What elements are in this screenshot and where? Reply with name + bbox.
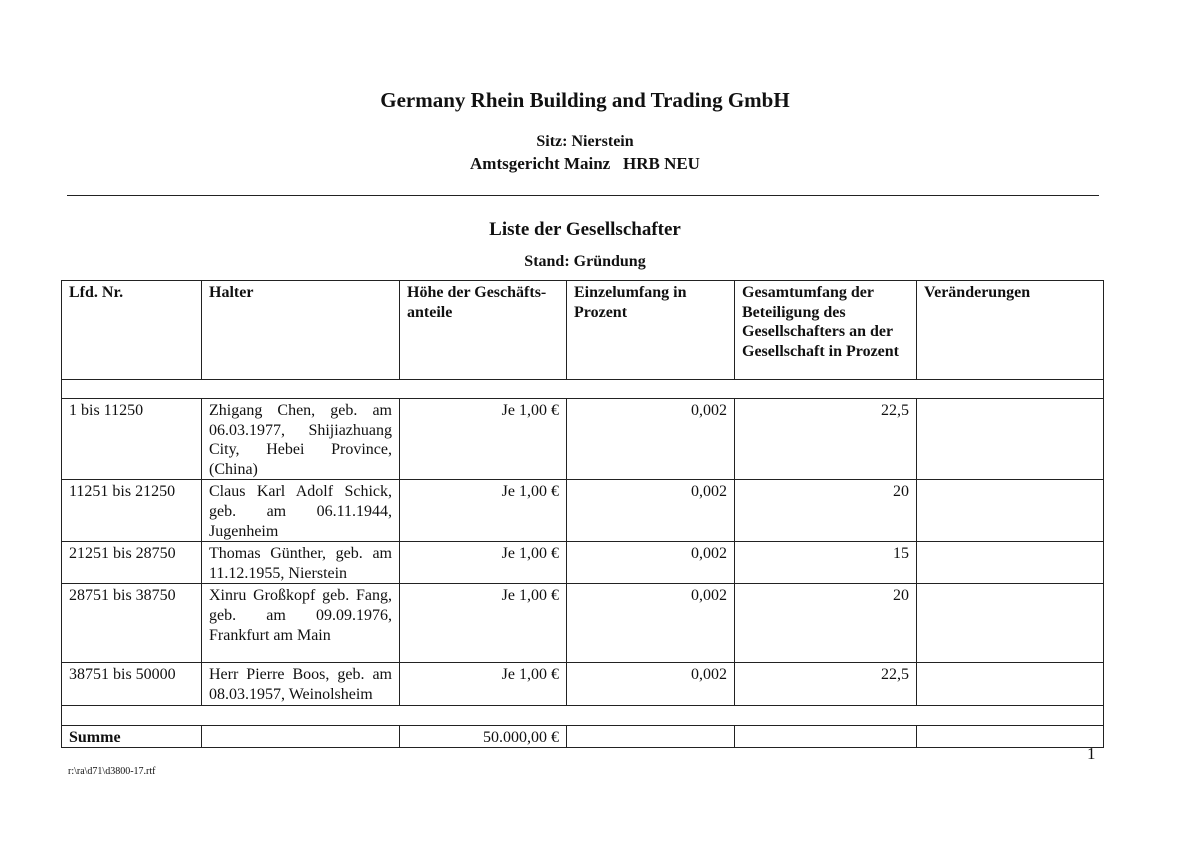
empty-cell: [734, 724, 917, 749]
row-number-cell: 28751 bis 38750: [61, 583, 202, 664]
column-header: Halter: [201, 280, 400, 380]
total-percent-cell: 20: [734, 479, 917, 543]
changes-cell: [916, 479, 1104, 543]
row-number-cell: 1 bis 11250: [61, 397, 202, 481]
holder-cell: Zhigang Chen, geb. am 06.03.1977, Shijia…: [201, 397, 400, 481]
company-seat: Sitz: Nierstein: [536, 133, 634, 150]
row-number-cell: 38751 bis 50000: [61, 662, 202, 706]
share-value-cell: Je 1,00 €: [399, 479, 567, 543]
section-title: Liste der Gesellschafter: [489, 219, 681, 240]
register-court: Amtsgericht Mainz HRB NEU: [470, 154, 700, 173]
empty-cell: [916, 724, 1104, 749]
changes-cell: [916, 583, 1104, 664]
column-header: Einzelumfang in Prozent: [566, 280, 735, 380]
total-percent-cell: 15: [734, 541, 917, 585]
table-row: 1 bis 11250 Zhigang Chen, geb. am 06.03.1…: [61, 397, 1104, 481]
share-value-cell: Je 1,00 €: [399, 583, 567, 664]
share-value-cell: Je 1,00 €: [399, 397, 567, 481]
holder-cell: Herr Pierre Boos, geb. am 08.03.1957, We…: [201, 662, 400, 706]
table-row: 11251 bis 21250 Claus Karl Adolf Schick, …: [61, 479, 1104, 543]
row-number-cell: 11251 bis 21250: [61, 479, 202, 543]
total-percent-cell: 22,5: [734, 397, 917, 481]
share-value-cell: Je 1,00 €: [399, 662, 567, 706]
divider: [67, 195, 1099, 196]
changes-cell: [916, 662, 1104, 706]
company-title: Germany Rhein Building and Trading GmbH: [380, 88, 790, 112]
spacer-row: [61, 379, 1104, 399]
single-percent-cell: 0,002: [566, 479, 735, 543]
single-percent-cell: 0,002: [566, 583, 735, 664]
empty-cell: [566, 724, 735, 749]
table-row: 38751 bis 50000 Herr Pierre Boos, geb. am…: [61, 662, 1104, 706]
sum-row: Summe 50.000,00 €: [61, 724, 1104, 749]
spacer-row: [61, 704, 1104, 726]
column-header: Höhe der Geschäfts-anteile: [399, 280, 567, 380]
holder-cell: Thomas Günther, geb. am 11.12.1955, Nier…: [201, 541, 400, 585]
page-number: 1: [1087, 744, 1096, 763]
row-number-cell: 21251 bis 28750: [61, 541, 202, 585]
holder-cell: Xinru Großkopf geb. Fang, geb. am 09.09.…: [201, 583, 400, 664]
section-status: Stand: Gründung: [524, 253, 646, 270]
empty-cell: [201, 724, 400, 749]
table-row: 28751 bis 38750 Xinru Großkopf geb. Fang,…: [61, 583, 1104, 664]
single-percent-cell: 0,002: [566, 662, 735, 706]
single-percent-cell: 0,002: [566, 397, 735, 481]
table-row: 21251 bis 28750 Thomas Günther, geb. am 1…: [61, 541, 1104, 585]
total-percent-cell: 20: [734, 583, 917, 664]
file-path: r:\ra\d71\d3800-17.rtf: [68, 766, 156, 777]
sum-value: 50.000,00 €: [399, 724, 567, 749]
holder-cell: Claus Karl Adolf Schick, geb. am 06.11.1…: [201, 479, 400, 543]
total-percent-cell: 22,5: [734, 662, 917, 706]
column-header: Veränderungen: [916, 280, 1104, 380]
changes-cell: [916, 541, 1104, 585]
share-value-cell: Je 1,00 €: [399, 541, 567, 585]
column-header: Gesamtumfang der Beteiligung des Gesells…: [734, 280, 917, 380]
table-header-row: Lfd. Nr. Halter Höhe der Geschäfts-antei…: [61, 280, 1104, 380]
changes-cell: [916, 397, 1104, 481]
column-header: Lfd. Nr.: [61, 280, 202, 380]
single-percent-cell: 0,002: [566, 541, 735, 585]
sum-label: Summe: [61, 724, 202, 749]
shareholder-table: Lfd. Nr. Halter Höhe der Geschäfts-antei…: [61, 280, 1104, 749]
